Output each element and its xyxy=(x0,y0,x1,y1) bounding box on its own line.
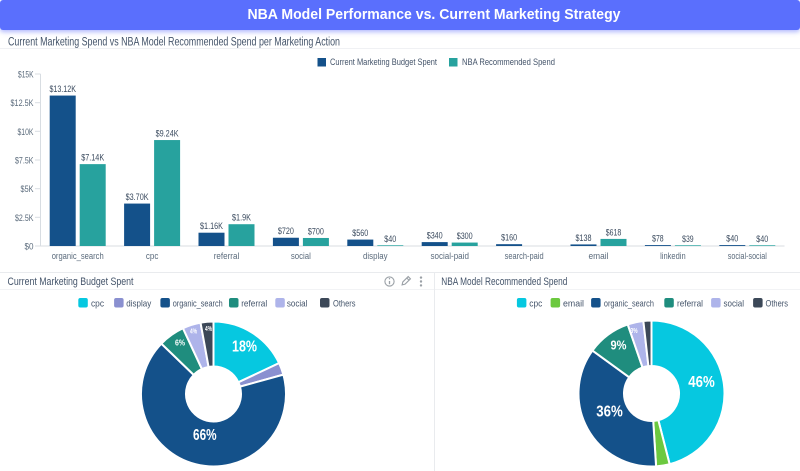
svg-text:$138: $138 xyxy=(576,233,592,243)
svg-text:$40: $40 xyxy=(384,234,396,244)
svg-text:18%: 18% xyxy=(232,339,257,356)
svg-text:social-paid: social-paid xyxy=(430,251,469,261)
svg-text:cpc: cpc xyxy=(91,299,104,310)
svg-text:Current Marketing Budget Spent: Current Marketing Budget Spent xyxy=(330,57,437,68)
svg-text:$3.70K: $3.70K xyxy=(126,192,149,202)
svg-text:$40: $40 xyxy=(756,234,768,244)
svg-text:linkedin: linkedin xyxy=(660,251,686,261)
svg-text:$9.24K: $9.24K xyxy=(156,129,179,139)
svg-text:Current Marketing Budget Spent: Current Marketing Budget Spent xyxy=(8,276,134,288)
svg-text:cpc: cpc xyxy=(146,251,159,261)
svg-text:$40: $40 xyxy=(726,234,738,244)
svg-text:$1.9K: $1.9K xyxy=(232,213,251,223)
svg-text:organic_search: organic_search xyxy=(604,299,654,310)
svg-text:Current Marketing Spend vs NBA: Current Marketing Spend vs NBA Model Rec… xyxy=(8,37,340,49)
svg-text:$7.14K: $7.14K xyxy=(81,153,104,163)
svg-text:$7.5K: $7.5K xyxy=(15,156,34,166)
svg-text:display: display xyxy=(126,299,151,310)
svg-text:$78: $78 xyxy=(652,234,664,244)
svg-text:4%: 4% xyxy=(190,329,198,336)
svg-text:email: email xyxy=(563,299,584,310)
svg-text:$618: $618 xyxy=(606,227,622,237)
svg-text:66%: 66% xyxy=(193,427,217,444)
svg-text:NBA Model Performance vs. Curr: NBA Model Performance vs. Current Market… xyxy=(248,6,622,23)
svg-text:46%: 46% xyxy=(688,374,715,391)
svg-text:$160: $160 xyxy=(501,233,517,243)
svg-text:9%: 9% xyxy=(611,339,627,353)
svg-text:social: social xyxy=(287,299,308,310)
svg-text:NBA Model Recommended Spend: NBA Model Recommended Spend xyxy=(441,276,567,288)
svg-text:Others: Others xyxy=(333,299,356,310)
svg-text:$13.12K: $13.12K xyxy=(49,84,76,94)
svg-text:3%: 3% xyxy=(631,328,639,335)
svg-text:$560: $560 xyxy=(352,228,368,238)
svg-text:$340: $340 xyxy=(427,231,443,241)
svg-text:social: social xyxy=(291,251,311,261)
svg-text:$12.5K: $12.5K xyxy=(11,98,34,108)
svg-text:organic_search: organic_search xyxy=(52,251,104,261)
svg-text:$700: $700 xyxy=(308,227,324,237)
svg-text:display: display xyxy=(363,251,388,261)
svg-text:organic_search: organic_search xyxy=(173,299,223,310)
svg-text:36%: 36% xyxy=(596,404,623,421)
svg-text:cpc: cpc xyxy=(529,299,542,310)
svg-text:referral: referral xyxy=(677,299,703,310)
svg-text:social: social xyxy=(724,299,745,310)
svg-text:$5K: $5K xyxy=(21,184,34,194)
svg-text:$1.16K: $1.16K xyxy=(200,221,223,231)
svg-text:$39: $39 xyxy=(682,234,694,244)
svg-text:referral: referral xyxy=(241,299,267,310)
svg-text:Others: Others xyxy=(766,299,789,310)
svg-text:$0: $0 xyxy=(25,242,34,252)
svg-text:$300: $300 xyxy=(457,231,473,241)
svg-text:referral: referral xyxy=(214,251,240,261)
svg-text:search-paid: search-paid xyxy=(505,251,544,261)
svg-text:NBA Recommended Spend: NBA Recommended Spend xyxy=(462,57,555,68)
svg-text:social-social: social-social xyxy=(728,251,767,261)
svg-text:$15K: $15K xyxy=(18,70,34,80)
svg-text:email: email xyxy=(589,251,609,261)
svg-text:6%: 6% xyxy=(175,338,185,348)
svg-text:$720: $720 xyxy=(278,226,294,236)
svg-text:$2.5K: $2.5K xyxy=(15,213,34,223)
svg-text:4%: 4% xyxy=(205,326,213,333)
svg-text:$10K: $10K xyxy=(18,127,34,137)
